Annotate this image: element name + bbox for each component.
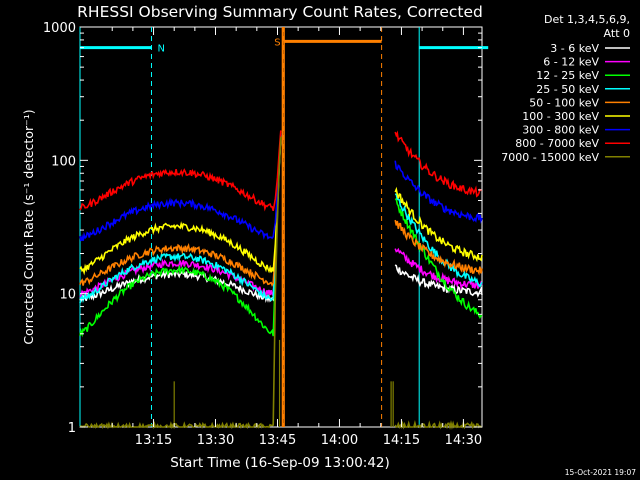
series-line-8-pre: [79, 136, 282, 430]
series-line-4-post: [394, 219, 483, 276]
x-tick-label-3: 14:00: [321, 433, 358, 448]
legend-label-5: 100 - 300 keV: [522, 110, 599, 123]
legend-label-2: 12 - 25 keV: [536, 69, 599, 82]
series-line-5-pre: [79, 134, 282, 276]
series-line-5-post: [394, 186, 483, 263]
y-tick-label-3: 1000: [43, 21, 76, 36]
series-line-3-pre: [79, 135, 282, 304]
series-layer: [79, 27, 483, 430]
legend-label-3: 25 - 50 keV: [536, 83, 599, 96]
ticks-layer: 13:15 13:30 13:45 14:00 14:15 14:30 1 10 100 1000: [43, 21, 482, 448]
x-tick-label-4: 14:15: [383, 433, 420, 448]
footer-timestamp: 15-Oct-2021 19:07: [565, 468, 636, 477]
plot-area: NS 13:15 13:30 13:45 14:00 14:15 14:301101001…: [43, 21, 489, 448]
legend-attenuator-label: Att 0: [604, 27, 630, 40]
y-tick-label-1: 10: [59, 288, 76, 303]
series-line-6-post: [394, 160, 483, 224]
series-line-0-pre: [79, 135, 282, 303]
x-tick-label-0: 13:15: [135, 433, 172, 448]
x-tick-label-1: 13:30: [197, 433, 234, 448]
y-axis-label: Corrected Count Rate (s⁻¹ detector⁻¹): [21, 109, 36, 344]
series-line-6-pre: [79, 132, 282, 242]
y-tick-label-0: 1: [68, 421, 76, 436]
legend-label-8: 7000 - 15000 keV: [501, 151, 599, 164]
series-line-2-pre: [79, 136, 282, 338]
series-line-2-post: [394, 197, 483, 319]
legend-label-4: 50 - 100 keV: [529, 96, 599, 109]
legend-label-6: 300 - 800 keV: [522, 124, 599, 137]
series-line-7-post: [394, 130, 482, 198]
flags-layer: NS: [79, 27, 489, 427]
series-line-4-pre: [79, 134, 282, 287]
legend-label-7: 800 - 7000 keV: [515, 137, 599, 150]
legend-label-1: 6 - 12 keV: [543, 56, 599, 69]
flag-label-1: S: [274, 37, 280, 48]
series-line-7-pre: [79, 130, 282, 212]
flag-label-0: N: [157, 44, 164, 55]
x-axis-label: Start Time (16-Sep-09 13:00:42): [170, 455, 390, 471]
legend-label-0: 3 - 6 keV: [550, 42, 599, 55]
x-tick-label-2: 13:45: [259, 433, 296, 448]
y-tick-label-2: 100: [51, 154, 76, 169]
series-line-1-post: [394, 247, 483, 290]
legend-detector-label: Det 1,3,4,5,6,9,: [544, 13, 630, 26]
chart-title: RHESSI Observing Summary Count Rates, Co…: [77, 3, 483, 21]
series-line-0-post: [394, 264, 483, 298]
x-tick-label-5: 14:30: [445, 433, 482, 448]
series-line-8-post: [394, 419, 482, 430]
